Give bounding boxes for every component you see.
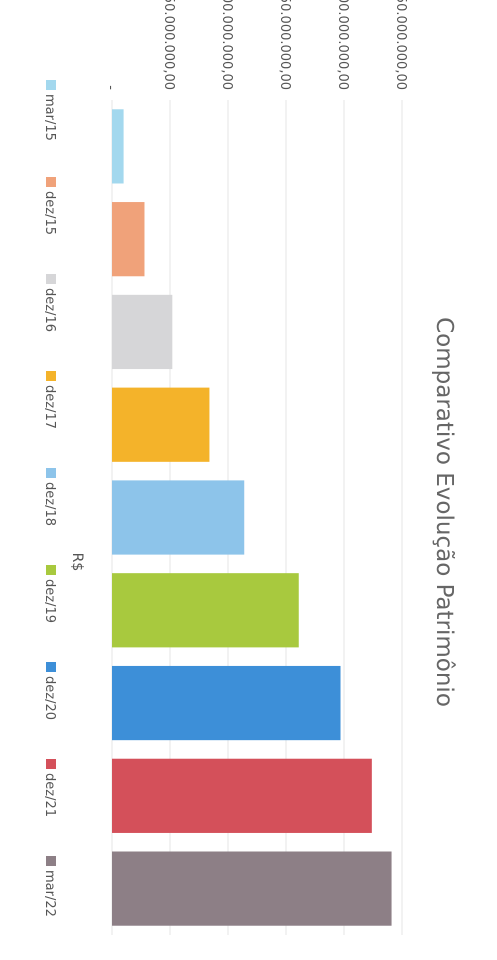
bar-dez-21 [112,758,372,833]
bar-dez-18 [112,480,245,555]
legend-swatch [46,759,56,769]
y-tick-label: 100.000.000,00 [219,0,234,90]
legend-swatch [46,662,56,672]
y-tick-labels: - 50.000.000,00 100.000.000,00 150.000.000,… [103,0,408,90]
y-tick-label: 50.000.000,00 [161,0,176,90]
legend-label: dez/16 [42,288,57,332]
y-tick-label: 250.000.000,00 [393,0,408,90]
legend-swatch [46,856,56,866]
bar-dez-17 [112,387,210,462]
bars [112,109,392,926]
legend-swatch [46,468,56,478]
legend-label: mar/22 [42,870,57,917]
bar-dez-19 [112,573,299,648]
legend-label: mar/15 [42,94,57,141]
legend-swatch [46,565,56,575]
legend-label: dez/17 [42,385,57,429]
bar-mar-15 [112,109,124,184]
legend-swatch [46,371,56,381]
y-tick-label: 200.000.000,00 [335,0,350,90]
bar-dez-16 [112,294,173,370]
bar-mar-22 [112,851,392,926]
legend-swatch [46,80,56,90]
y-tick-label: - [103,85,118,90]
chart-title: Comparativo Evolução Patrimônio [431,317,457,707]
legend-label: dez/21 [42,773,57,817]
y-tick-label: 150.000.000,00 [277,0,292,90]
legend-swatch [46,177,56,187]
legend: mar/15 dez/15 dez/16 dez/17 dez/18 dez/19 dez/… [42,80,57,917]
legend-label: dez/19 [42,579,57,623]
legend-label: dez/20 [42,676,57,720]
x-axis-label: R$ [69,553,85,572]
legend-label: dez/15 [42,191,57,235]
legend-swatch [46,274,56,284]
bar-dez-20 [112,665,341,741]
legend-label: dez/18 [42,482,57,526]
bar-dez-15 [112,202,145,277]
